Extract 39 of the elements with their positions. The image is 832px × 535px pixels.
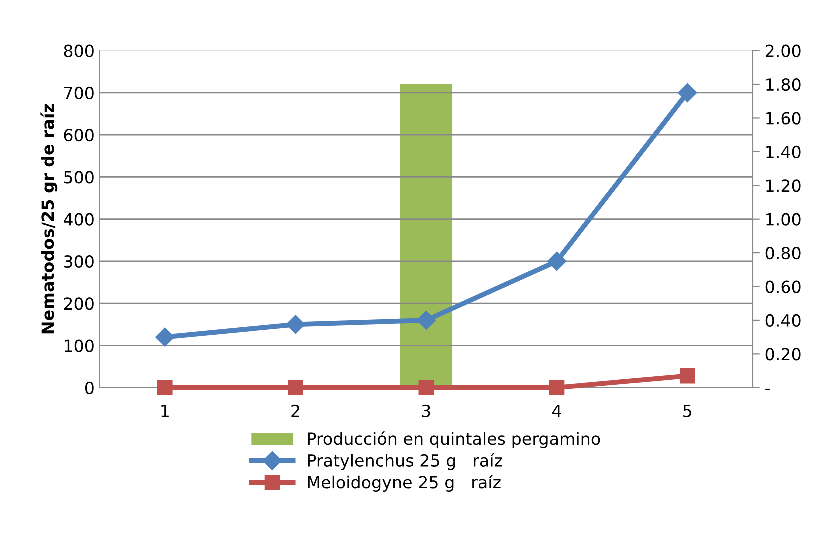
point: [547, 252, 567, 272]
point: [156, 328, 175, 347]
y-tick-label: 100: [64, 340, 94, 352]
y2-tick-label: 0.80: [766, 247, 801, 260]
y-tick-label: 600: [64, 129, 94, 142]
y2-tick-label: 0.60: [766, 280, 801, 294]
point: [418, 380, 434, 396]
x-tick-label: 1: [162, 405, 169, 418]
point: [678, 83, 698, 102]
y-axis-title: Nematodos/25 gr de raíz: [40, 104, 58, 334]
legend-label: Meloidogyne 25 g raíz: [308, 475, 501, 492]
y2-tick-label: 1.20: [766, 180, 801, 192]
y2-tick-label: 0.40: [766, 314, 801, 328]
y2-tick-label: 1.60: [766, 112, 801, 125]
y2-tick-label: 1.00: [766, 213, 801, 226]
legend-label: Pratylenchus 25 g raíz: [308, 453, 502, 470]
point: [549, 380, 565, 396]
y-tick-label: 700: [64, 86, 94, 100]
point: [288, 380, 304, 396]
y2-tick-label: 1.40: [766, 146, 801, 159]
y-tick-label: 800: [64, 44, 94, 58]
point: [416, 310, 436, 330]
x-tick-label: 3: [422, 404, 430, 418]
point: [286, 315, 306, 334]
point: [158, 380, 173, 396]
y-tick-label: 0: [85, 382, 94, 394]
y-tick-label: 200: [64, 298, 94, 310]
y-tick-label: 300: [64, 255, 94, 268]
y-tick-label: 400: [64, 213, 94, 226]
legend-label: Producción en quintales pergamino: [308, 432, 600, 448]
y2-tick-label: 2.00: [766, 44, 801, 58]
x-tick-label: 4: [552, 405, 562, 418]
point: [680, 368, 696, 384]
x-tick-label: 5: [684, 405, 692, 418]
x-tick-label: 2: [292, 404, 300, 418]
y2-tick-label: 1.80: [766, 78, 801, 92]
y2-tick-label: 0.20: [766, 348, 801, 361]
y2-tick-label: -: [766, 388, 770, 390]
y-tick-label: 500: [64, 171, 94, 184]
